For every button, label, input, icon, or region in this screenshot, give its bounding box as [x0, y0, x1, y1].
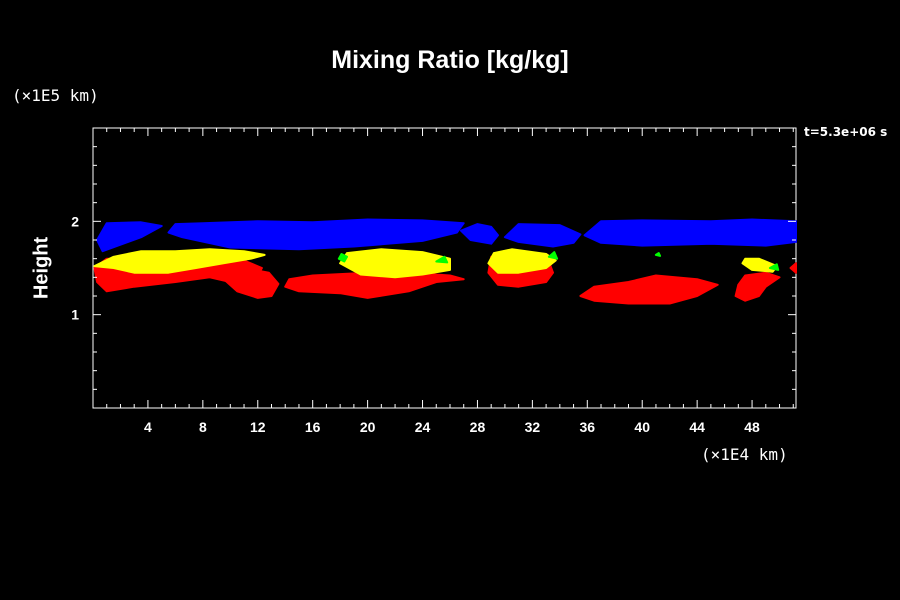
green-region: [768, 263, 780, 271]
x-tick-label: 4: [144, 419, 152, 435]
chart-title: Mixing Ratio [kg/kg]: [331, 46, 569, 74]
x-tick-label: 44: [689, 419, 705, 435]
x-tick-label: 36: [580, 419, 596, 435]
x-tick-label: 16: [305, 419, 321, 435]
red-region: [789, 262, 797, 274]
x-tick-label: 20: [360, 419, 376, 435]
x-tick-label: 24: [415, 419, 431, 435]
x-tick-label: 48: [744, 419, 760, 435]
mixing-ratio-regions: [93, 218, 797, 305]
blue-region: [167, 218, 465, 251]
red-region: [215, 267, 280, 299]
x-tick-label: 40: [634, 419, 650, 435]
yellow-region: [339, 248, 451, 279]
green-region: [654, 252, 662, 257]
blue-region: [96, 221, 163, 253]
y-axis-label: Height: [30, 236, 53, 300]
red-region: [734, 271, 781, 302]
time-label: t=5.3e+06 s: [804, 125, 888, 139]
x-unit-label: (×1E4 km): [701, 445, 788, 464]
yellow-region: [93, 248, 266, 274]
green-region: [547, 251, 559, 260]
x-tick-label: 12: [250, 419, 266, 435]
y-unit-label: (×1E5 km): [12, 86, 99, 105]
yellow-region: [487, 248, 557, 274]
y-tick-label: 1: [71, 307, 79, 323]
red-region: [579, 274, 719, 305]
x-tick-label: 28: [470, 419, 486, 435]
x-tick-label: 8: [199, 419, 207, 435]
blue-region: [460, 223, 499, 245]
blue-region: [583, 218, 797, 247]
green-region: [337, 253, 348, 263]
green-region: [435, 255, 449, 264]
blue-region: [503, 223, 582, 248]
red-region: [284, 271, 465, 299]
x-tick-label: 32: [525, 419, 541, 435]
y-tick-label: 2: [71, 213, 79, 229]
